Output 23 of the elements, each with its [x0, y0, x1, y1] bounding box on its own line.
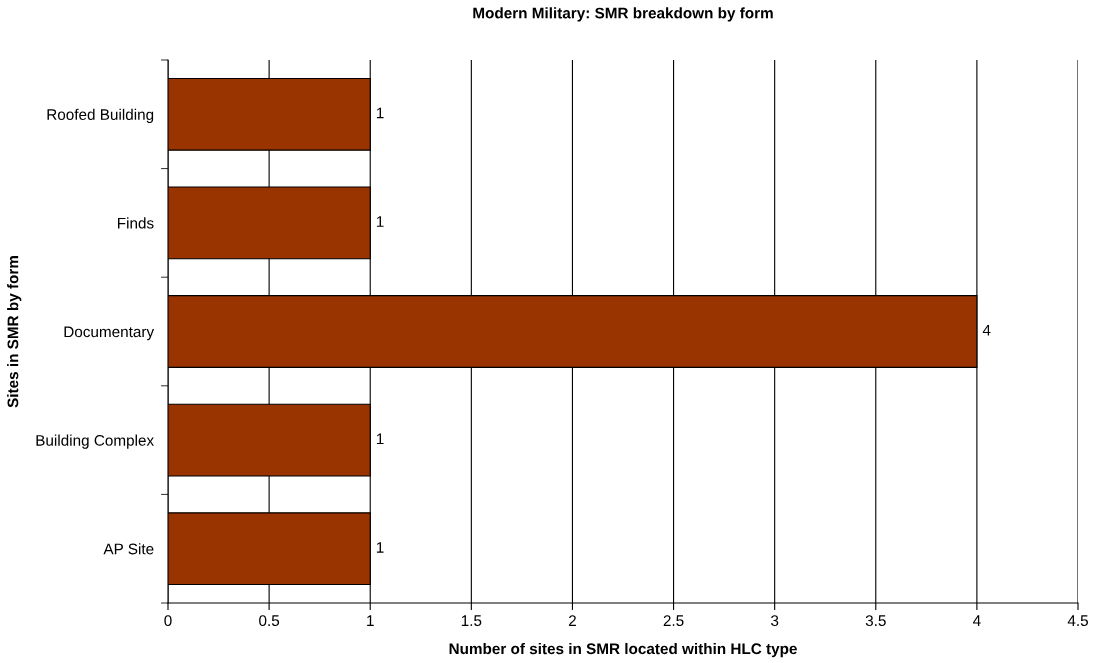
x-tick-label: 2.5	[663, 615, 684, 627]
data-label: 1	[376, 107, 384, 119]
x-tick-label: 3.5	[865, 615, 886, 627]
x-tick-label: 0.5	[259, 615, 280, 627]
x-tick-label: 2	[568, 615, 576, 626]
data-label: 1	[376, 216, 384, 227]
chart-title: Modern Military: SMR breakdown by form	[473, 7, 773, 22]
y-tick-label: Building Complex	[36, 434, 154, 449]
y-tick-label: Roofed Building	[47, 108, 154, 124]
data-label: 1	[376, 433, 384, 445]
x-tick-label: 4	[972, 615, 981, 626]
x-tick-label: 0	[164, 615, 172, 627]
y-tick-label: Documentary	[64, 326, 155, 341]
data-label: 1	[376, 542, 384, 553]
data-label: 4	[982, 324, 991, 336]
x-tick-label: 1	[367, 615, 374, 626]
x-axis-title: Number of sites in SMR located within HLC type	[449, 642, 797, 658]
y-tick-label: AP Site	[103, 543, 154, 555]
y-tick-label: Finds	[118, 217, 154, 229]
x-tick-label: 1.5	[461, 615, 482, 627]
x-tick-label: 4.5	[1067, 615, 1088, 627]
x-tick-label: 3	[771, 615, 779, 627]
y-axis-title: Sites in SMR by form	[7, 256, 22, 408]
